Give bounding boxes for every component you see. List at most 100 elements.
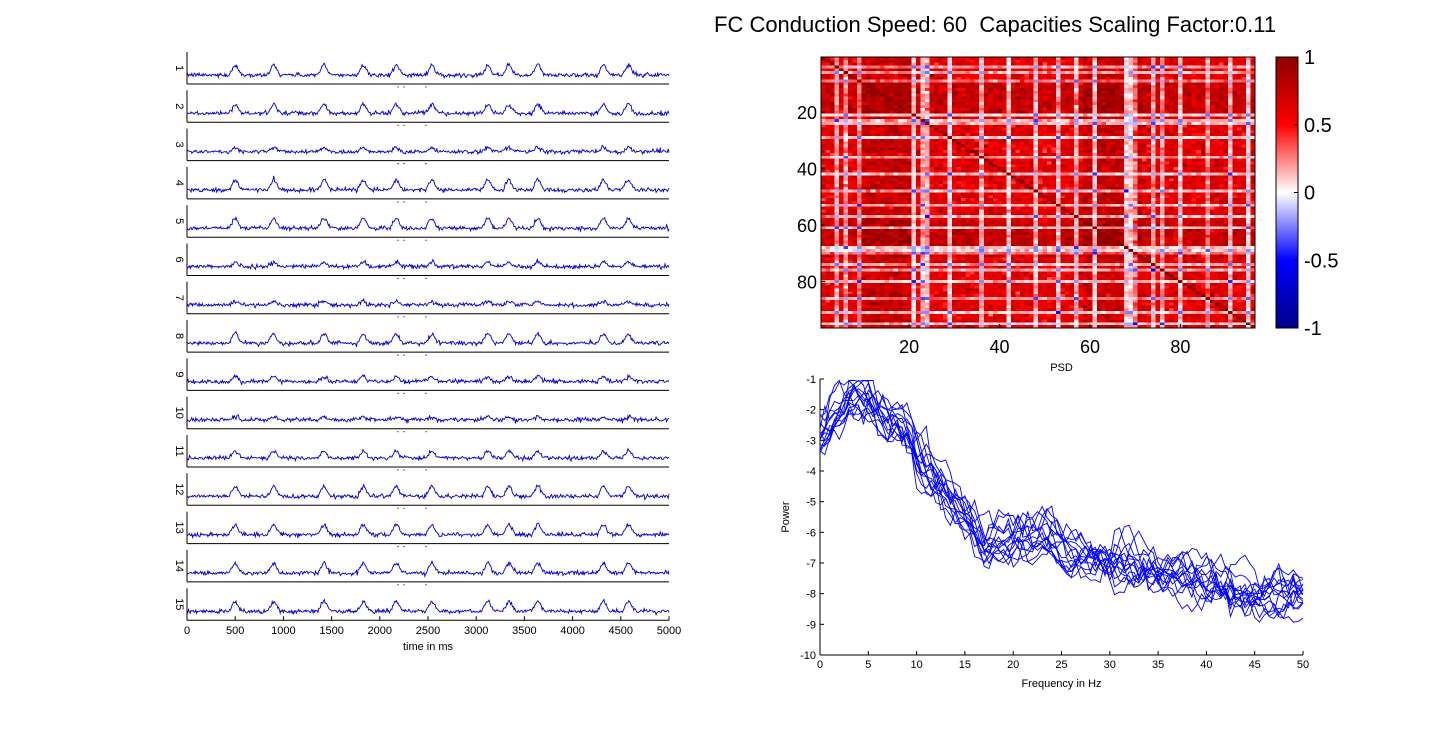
colorbar: 1 0.5 0 -0.5 -1 — [1275, 47, 1338, 340]
y-tick-label: -7 — [806, 558, 816, 570]
x-tick-label: 500 — [226, 625, 244, 637]
channel-label: 12 — [173, 483, 185, 495]
x-tick-label: 5000 — [657, 625, 681, 637]
channel-trace — [186, 330, 670, 348]
row-dot — [403, 431, 405, 433]
row-dot — [397, 239, 399, 241]
row-dot — [425, 469, 427, 471]
row-dot — [397, 546, 399, 548]
x-axis-label: time in ms — [403, 641, 454, 653]
y-tick-label: -8 — [806, 589, 816, 601]
row-dot — [397, 354, 399, 356]
row-dot — [397, 277, 399, 280]
row-dot — [397, 316, 399, 318]
channel-label: 9 — [173, 371, 185, 377]
row-dot — [403, 469, 405, 471]
channel-trace — [186, 522, 670, 540]
x-tick-label: 2500 — [416, 625, 440, 637]
y-tick-label: -4 — [806, 466, 816, 478]
colorbar-tick-label: 0 — [1304, 183, 1315, 205]
row-dot — [425, 431, 427, 433]
row-dot — [397, 431, 399, 433]
row-dot — [425, 546, 427, 548]
fc-matrix-frame — [820, 56, 1256, 329]
x-tick-label: 50 — [1297, 659, 1309, 671]
fc-matrix-image — [821, 57, 1255, 328]
y-tick-label: -5 — [806, 497, 816, 509]
x-tick-label: 60 — [1080, 337, 1100, 357]
y-axis-label: Power — [780, 501, 792, 533]
x-tick-label: 0 — [817, 659, 823, 671]
y-tick-label: 40 — [797, 160, 817, 180]
row-dot — [425, 277, 427, 280]
channel-label: 8 — [173, 333, 185, 339]
row-dot — [403, 239, 405, 241]
y-tick-label: -9 — [806, 619, 816, 631]
x-tick-label: 0 — [184, 625, 190, 637]
channel-trace — [186, 62, 670, 80]
channel-trace — [186, 257, 670, 271]
x-tick-label: 35 — [1152, 659, 1164, 671]
channel-label: 5 — [173, 218, 185, 224]
row-dot — [425, 201, 427, 203]
channel-trace — [186, 297, 670, 310]
x-tick-label: 5 — [865, 659, 871, 671]
y-tick-label: -3 — [806, 435, 816, 447]
row-dot — [397, 86, 399, 88]
row-dot — [397, 124, 399, 126]
channel-trace — [186, 215, 670, 233]
row-dot — [403, 546, 405, 548]
row-dot — [403, 354, 405, 356]
colorbar-tick-label: 1 — [1304, 47, 1315, 69]
channel-label: 4 — [173, 180, 185, 186]
colorbar-tick-label: 0.5 — [1304, 115, 1332, 137]
channel-label: 6 — [173, 256, 185, 262]
row-dot — [403, 163, 405, 165]
y-tick-label: 80 — [797, 272, 817, 292]
channel-trace — [186, 483, 670, 501]
x-tick-label: 80 — [1170, 337, 1190, 357]
psd-series-line — [819, 380, 1304, 598]
y-tick-label: -6 — [806, 527, 816, 539]
psd-series-line — [819, 392, 1304, 601]
channel-trace — [186, 101, 670, 118]
y-tick-label: 20 — [797, 103, 817, 123]
x-tick-label: 20 — [899, 337, 919, 357]
y-tick-label: -10 — [800, 650, 816, 662]
row-dot — [397, 507, 399, 509]
channel-trace — [186, 175, 670, 194]
row-dot — [397, 392, 399, 394]
channel-label: 11 — [173, 445, 185, 456]
colorbar-tick-label: -0.5 — [1304, 250, 1338, 272]
x-axis-label: Frequency in Hz — [1021, 678, 1101, 690]
x-tick-label: 25 — [1055, 659, 1067, 671]
channel-label: 10 — [173, 407, 185, 419]
channel-label: 13 — [173, 521, 185, 533]
psd-series-line — [820, 398, 1304, 610]
channel-label: 3 — [173, 142, 185, 148]
row-dot — [397, 469, 399, 471]
row-dot — [425, 86, 427, 88]
row-dot — [425, 584, 427, 586]
row-dot — [403, 392, 405, 394]
x-tick-label: 10 — [910, 659, 922, 671]
x-tick-label: 40 — [990, 337, 1010, 357]
channel-label: 7 — [173, 295, 185, 301]
row-dot — [403, 507, 405, 509]
row-dot — [425, 163, 427, 165]
y-tick-label: -1 — [806, 374, 816, 386]
x-tick-label: 1500 — [319, 625, 343, 637]
row-dot — [425, 392, 427, 394]
row-dot — [403, 124, 405, 126]
colorbar-tick-label: -1 — [1304, 318, 1322, 340]
row-dot — [403, 316, 405, 318]
x-tick-label: 4500 — [609, 625, 633, 637]
psd-series-line — [819, 401, 1304, 619]
row-dot — [397, 163, 399, 165]
figure-title: FC Conduction Speed: 60 Capacities Scali… — [714, 12, 1277, 37]
channel-trace — [186, 144, 670, 156]
channel-trace — [186, 560, 670, 579]
row-dot — [403, 201, 405, 203]
channel-trace — [186, 447, 670, 463]
